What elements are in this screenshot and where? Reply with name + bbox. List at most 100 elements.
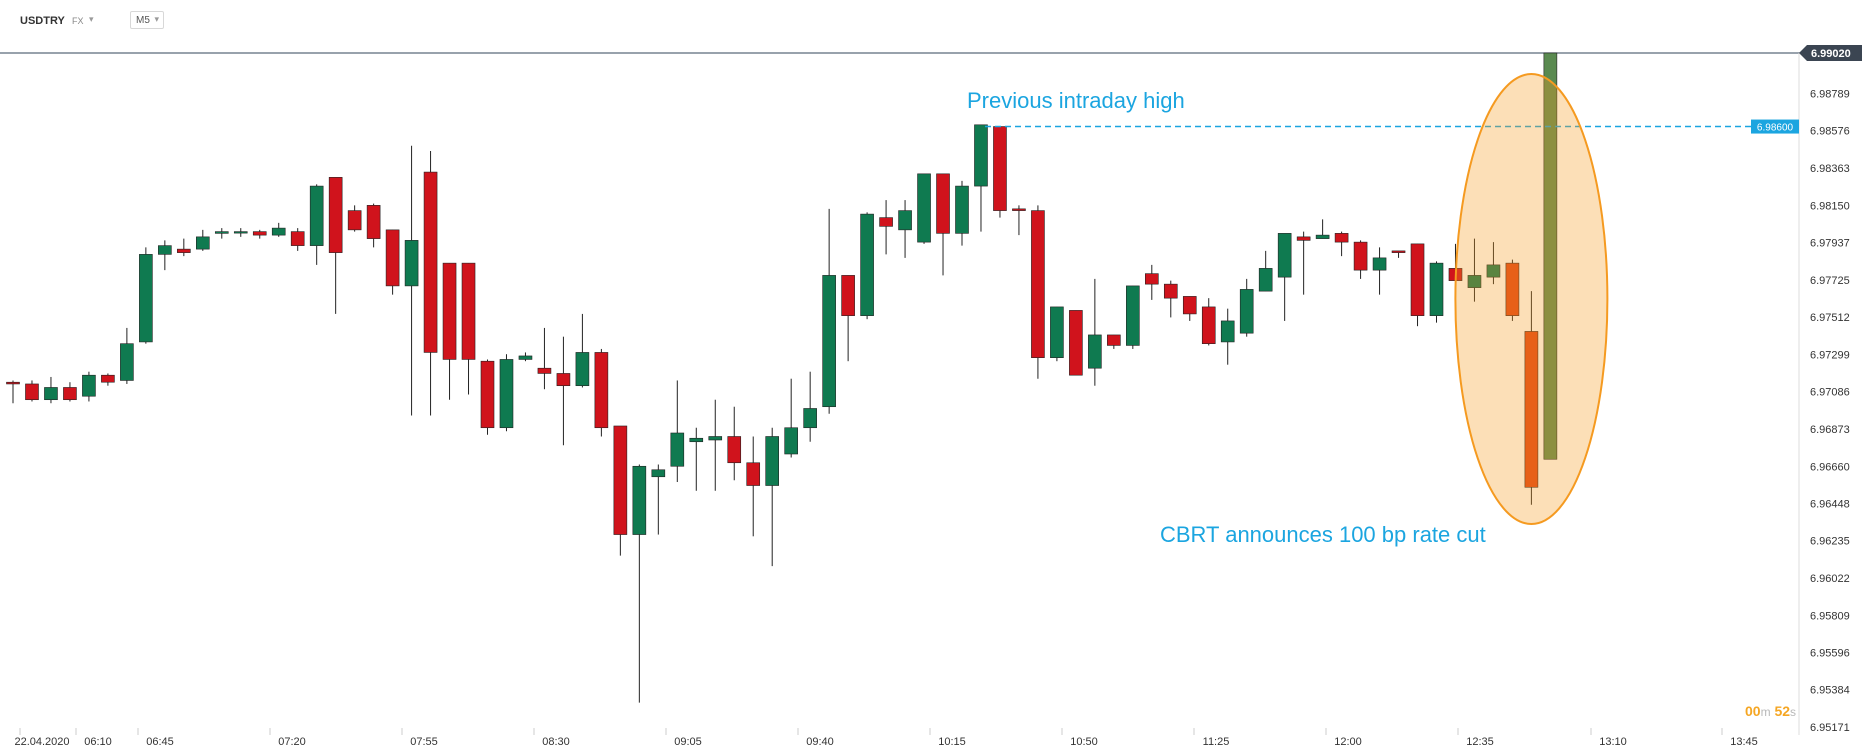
candle-body (309, 185, 324, 246)
candle-body (461, 262, 476, 360)
candle-body (139, 254, 153, 343)
time-tick-label: 10:50 (1070, 736, 1098, 748)
candle-body (917, 173, 931, 243)
candle-body (518, 355, 533, 360)
market-dropdown-icon[interactable]: ▾ (89, 14, 94, 24)
candle-body (1391, 250, 1406, 253)
candle (1220, 308, 1235, 365)
price-tick-label: 6.97086 (1810, 387, 1850, 399)
candle-body (613, 425, 628, 535)
candle (1315, 219, 1330, 239)
candle (404, 145, 419, 416)
candle-body (974, 124, 988, 187)
candle-body (233, 231, 248, 234)
candle-body (1505, 262, 1520, 316)
candle (82, 371, 96, 402)
candle (917, 173, 931, 244)
candle-body (1315, 234, 1330, 239)
candle-body (1353, 241, 1368, 271)
timeframe-select[interactable]: M5 ▾ (130, 11, 164, 29)
candle (1296, 231, 1311, 295)
candle-body (158, 245, 172, 255)
chart-toolbar: USDTRY FX ▾ M5 ▾ (0, 0, 1866, 40)
candle-body (1126, 285, 1140, 346)
candle (328, 177, 343, 314)
candle-body (936, 173, 950, 234)
candle-body (1182, 296, 1197, 315)
candle-body (101, 374, 115, 383)
annotations-layer: 6.98600 Previous intraday high CBRT announ… (967, 73, 1799, 547)
candle (252, 229, 267, 239)
time-tick-label: 10:15 (938, 736, 966, 748)
candle (993, 126, 1007, 218)
candle-body (822, 275, 836, 408)
candle (290, 228, 305, 251)
candle (158, 240, 172, 271)
candle (1163, 280, 1178, 318)
candle (898, 200, 912, 258)
candle (214, 228, 229, 239)
candle-body (196, 236, 210, 250)
price-tick-label: 6.98576 (1810, 126, 1850, 138)
symbol-label: USDTRY (20, 15, 65, 27)
candle (385, 229, 400, 295)
candle-body (1467, 275, 1482, 288)
candle-body (651, 469, 666, 478)
candle (936, 173, 950, 276)
candle-body (177, 248, 191, 253)
price-tick-label: 6.95809 (1810, 610, 1850, 622)
price-tick-label: 6.95171 (1810, 722, 1850, 734)
candle-body (1069, 310, 1083, 376)
candle (6, 380, 20, 404)
annotation-previous-high: Previous intraday high (967, 88, 1185, 113)
candle-body (632, 465, 647, 535)
candle-body (1429, 262, 1444, 316)
candle (1126, 285, 1140, 349)
current-price-badge: 6.99020 (1799, 45, 1862, 61)
market-type-label: FX (72, 16, 84, 26)
countdown-seconds: 52 (1774, 703, 1791, 719)
countdown-minutes: 00 (1745, 703, 1761, 719)
price-tick-label: 6.96022 (1810, 573, 1850, 585)
candle-body (499, 359, 514, 429)
time-tick-label: 22.04.2020 (14, 736, 69, 748)
candle (955, 180, 969, 246)
candle-body (879, 217, 893, 227)
candle-body (784, 427, 798, 455)
candle-body (1201, 306, 1216, 344)
price-tick-label: 6.97725 (1810, 275, 1850, 287)
candle (1088, 278, 1102, 386)
candle-body (860, 213, 874, 316)
candle-body (25, 383, 39, 401)
candle-body (328, 177, 343, 253)
candle (575, 313, 590, 388)
candle-body (670, 432, 685, 467)
candle (1410, 243, 1425, 327)
candle (1050, 306, 1064, 362)
price-tick-label: 6.95384 (1810, 685, 1850, 697)
price-tick-label: 6.96448 (1810, 498, 1850, 510)
candle-body (993, 126, 1007, 211)
candle (1239, 278, 1254, 337)
candle-body (120, 343, 134, 381)
candle-body (1524, 331, 1539, 488)
candle-body (803, 408, 817, 429)
candle-body (1258, 268, 1273, 292)
candle-body (727, 436, 742, 464)
candle (689, 427, 704, 491)
time-tick-label: 07:55 (410, 736, 438, 748)
candle-body (898, 210, 912, 231)
candle (25, 380, 39, 402)
candle-body (442, 262, 457, 360)
time-tick-label: 12:35 (1466, 736, 1494, 748)
candle-body (1410, 243, 1425, 316)
candle (1012, 205, 1026, 236)
candle-body (1543, 52, 1558, 460)
candle-body (480, 360, 495, 429)
candle-body (366, 205, 381, 239)
candle-body (1486, 264, 1501, 278)
candle (1334, 231, 1349, 257)
reference-price-label: 6.98600 (1757, 123, 1794, 134)
candle (1391, 250, 1406, 258)
